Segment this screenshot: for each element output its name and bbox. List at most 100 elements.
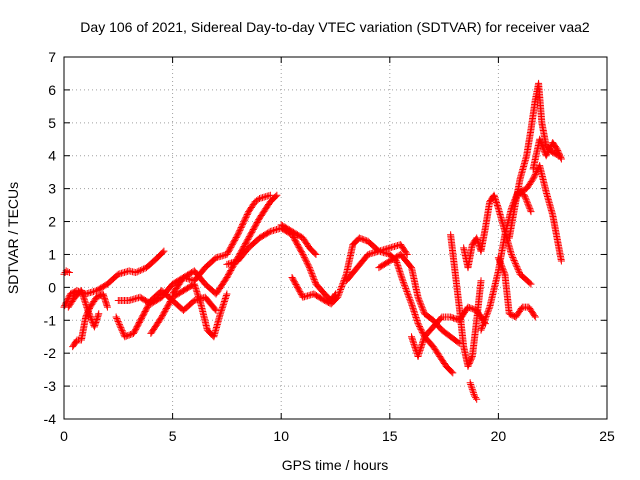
data-point <box>234 229 242 237</box>
data-points <box>60 79 565 403</box>
data-point <box>557 154 565 162</box>
data-point <box>192 286 200 294</box>
data-point <box>196 297 204 305</box>
data-point <box>312 250 320 258</box>
data-point <box>218 304 226 312</box>
data-point <box>522 196 530 204</box>
data-point <box>481 315 489 323</box>
y-tick-label: -4 <box>44 411 57 427</box>
data-point <box>529 175 537 183</box>
data-point <box>538 141 546 149</box>
data-point <box>235 228 243 236</box>
data-point <box>241 215 249 223</box>
data-point <box>522 194 530 202</box>
y-tick-label: 3 <box>48 181 56 197</box>
data-point <box>221 295 229 303</box>
series-track-t <box>505 79 563 242</box>
data-point <box>80 296 88 304</box>
data-point <box>512 261 520 269</box>
data-point <box>402 286 410 294</box>
data-point <box>531 172 539 180</box>
data-point <box>85 309 93 317</box>
x-tick-labels: 0 5 10 15 20 25 <box>60 428 615 444</box>
x-tick-label: 0 <box>60 428 68 444</box>
data-point <box>300 253 308 261</box>
data-point <box>117 325 125 333</box>
data-point <box>307 268 315 276</box>
data-point <box>482 312 490 320</box>
data-point <box>414 318 422 326</box>
series-track-l <box>342 247 457 377</box>
data-point <box>537 138 545 146</box>
data-point <box>500 267 508 275</box>
data-point <box>449 369 457 377</box>
data-point <box>477 277 485 285</box>
data-point <box>77 287 85 295</box>
data-point <box>222 293 230 301</box>
data-point <box>78 290 86 298</box>
data-point <box>194 291 202 299</box>
data-point <box>159 248 167 256</box>
data-point <box>480 318 488 326</box>
data-point <box>95 310 103 318</box>
data-point <box>513 264 521 272</box>
data-point <box>411 310 419 318</box>
data-point <box>447 313 455 321</box>
data-point <box>468 385 476 393</box>
data-point <box>395 265 403 273</box>
data-point <box>218 305 226 313</box>
y-tick-label: -2 <box>44 345 57 361</box>
data-point <box>309 273 317 281</box>
data-point <box>307 267 315 275</box>
x-axis-label: GPS time / hours <box>282 457 389 473</box>
data-point <box>305 262 313 270</box>
data-point <box>397 272 405 280</box>
data-point <box>410 340 418 348</box>
data-point <box>557 155 565 163</box>
data-point <box>525 202 533 210</box>
data-point <box>448 368 456 376</box>
data-point <box>408 301 416 309</box>
data-point <box>468 354 476 362</box>
data-point <box>393 260 401 268</box>
x-tick-label: 20 <box>491 428 507 444</box>
data-point <box>467 304 475 312</box>
data-point <box>122 332 130 340</box>
data-point <box>132 269 140 277</box>
data-point <box>358 235 366 243</box>
y-axis-label: SDTVAR / TECUs <box>5 182 21 294</box>
data-point <box>413 317 421 325</box>
data-point <box>223 290 231 298</box>
data-point <box>521 193 529 201</box>
data-point <box>399 278 407 286</box>
data-point <box>418 342 426 350</box>
data-point <box>112 313 120 321</box>
y-tick-label: 1 <box>48 246 56 262</box>
data-point <box>409 304 417 312</box>
data-point <box>115 319 123 327</box>
data-point <box>543 150 551 158</box>
data-point <box>536 135 544 143</box>
data-point <box>113 316 121 324</box>
data-point <box>403 250 411 258</box>
data-point <box>237 224 245 232</box>
data-point <box>399 277 407 285</box>
data-point <box>84 308 92 316</box>
data-point <box>472 394 480 402</box>
data-point <box>410 306 418 314</box>
data-point <box>222 291 230 299</box>
data-point <box>238 222 246 230</box>
data-point <box>496 257 504 265</box>
data-point <box>266 191 274 199</box>
series-track-o <box>447 231 485 370</box>
data-point <box>409 303 417 311</box>
data-point <box>415 295 423 303</box>
data-point <box>401 283 409 291</box>
y-tick-label: -3 <box>44 378 57 394</box>
data-point <box>236 225 244 233</box>
data-point <box>410 307 418 315</box>
data-point <box>479 322 487 330</box>
data-point <box>539 143 547 151</box>
data-point <box>406 297 414 305</box>
data-point <box>539 144 547 152</box>
